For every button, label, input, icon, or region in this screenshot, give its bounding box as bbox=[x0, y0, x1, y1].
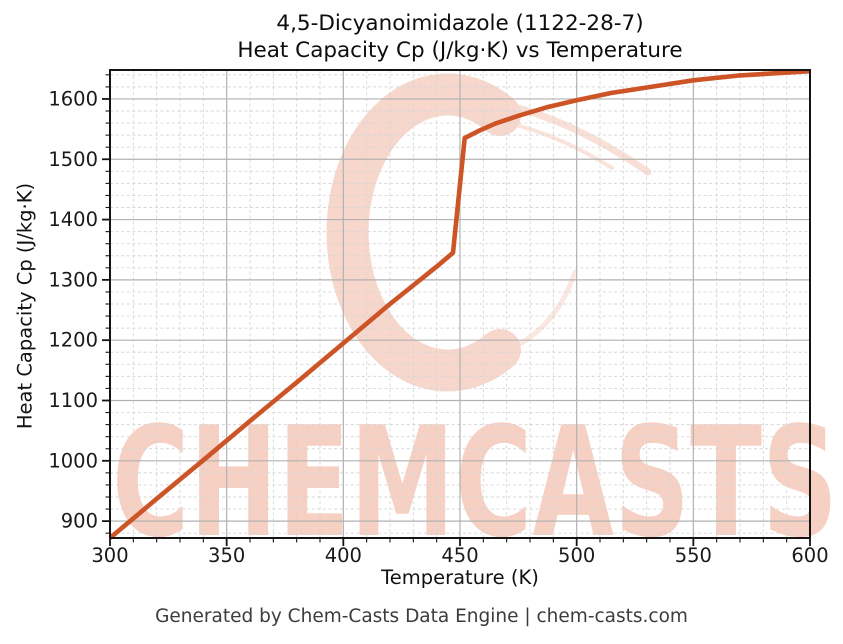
x-tick-label: 450 bbox=[441, 544, 478, 567]
watermark-swoosh-tail3-icon bbox=[501, 269, 578, 355]
x-tick-label: 300 bbox=[91, 544, 128, 567]
tick-marks bbox=[102, 74, 811, 546]
y-tick-label: 1600 bbox=[48, 87, 98, 110]
watermark-swoosh-tail-icon bbox=[493, 99, 652, 176]
x-tick-label: 550 bbox=[675, 544, 712, 567]
y-axis-label: Heat Capacity Cp (J/kg·K) bbox=[13, 182, 37, 430]
chart-title: 4,5-Dicyanoimidazole (1122-28-7) Heat Ca… bbox=[110, 11, 810, 64]
plot-border bbox=[109, 69, 811, 539]
x-tick-label: 600 bbox=[791, 544, 828, 567]
y-tick-label: 1500 bbox=[48, 148, 98, 171]
watermark-c-swoosh-icon bbox=[326, 73, 521, 392]
cp-curve bbox=[108, 68, 811, 540]
watermark-swoosh-tail2-icon bbox=[501, 120, 614, 170]
y-tick-label: 1300 bbox=[48, 268, 98, 291]
chart-title-line1: 4,5-Dicyanoimidazole (1122-28-7) bbox=[276, 11, 644, 36]
y-tick-label: 1000 bbox=[48, 449, 98, 472]
x-tick-label: 400 bbox=[325, 544, 362, 567]
footer-credit: Generated by Chem-Casts Data Engine | ch… bbox=[155, 606, 688, 627]
x-tick-label: 350 bbox=[208, 544, 245, 567]
x-axis-label: Temperature (K) bbox=[381, 566, 539, 589]
y-tick-label: 1400 bbox=[48, 208, 98, 231]
y-tick-label: 1200 bbox=[48, 329, 98, 352]
x-tick-labels: 300 350 400 450 500 550 600 bbox=[91, 544, 828, 567]
x-tick-label: 500 bbox=[558, 544, 595, 567]
y-tick-label: 1100 bbox=[48, 389, 98, 412]
y-tick-label: 900 bbox=[61, 510, 98, 533]
chart-title-line2: Heat Capacity Cp (J/kg·K) vs Temperature bbox=[237, 37, 683, 63]
y-tick-labels: 900 1000 1100 1200 1300 1400 1500 1600 bbox=[48, 87, 98, 532]
watermark: CHEMCASTS bbox=[112, 73, 838, 571]
